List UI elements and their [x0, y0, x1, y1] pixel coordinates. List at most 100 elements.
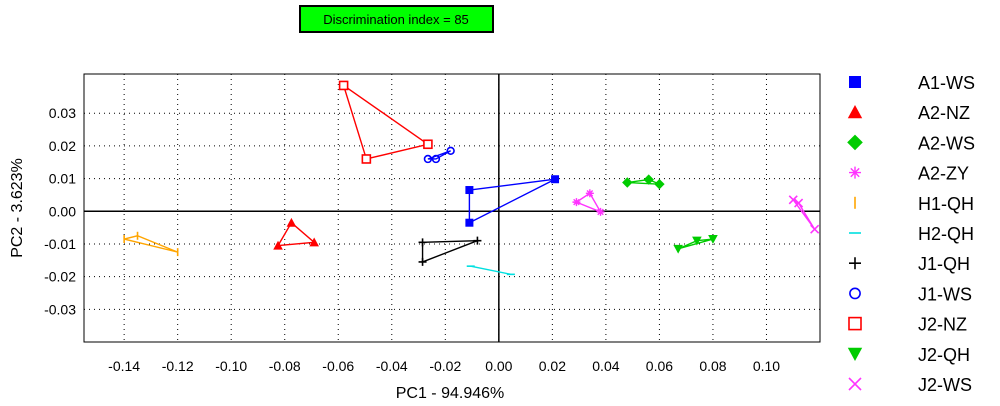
x-tick-labels: -0.14 -0.12 -0.10 -0.08 -0.06 -0.04 -0.02 0.00 0… — [108, 358, 780, 374]
legend: A1-WS A2-NZ A2-WS A2-ZY H1-QH H2-QH J1-QH J1-WS… — [847, 73, 975, 395]
series-j2-nz — [338, 80, 433, 164]
legend-label: H1-QH — [918, 194, 974, 214]
banner-background — [299, 5, 494, 33]
y-tick-label: 0.00 — [49, 203, 76, 219]
legend-marker — [849, 257, 861, 270]
legend-label: J2-WS — [918, 375, 972, 395]
data-point — [788, 195, 798, 205]
legend-item-h1-qh: H1-QH — [854, 194, 974, 214]
data-point — [692, 236, 702, 246]
data-point — [708, 235, 718, 244]
legend-marker — [849, 76, 861, 88]
x-tick-label: 0.10 — [753, 358, 780, 374]
y-tick-label: -0.03 — [44, 301, 76, 317]
series-a1-ws — [465, 175, 560, 227]
plot-area-frame — [83, 73, 821, 343]
data-point — [551, 175, 560, 184]
data-point — [273, 240, 283, 250]
data-point — [794, 198, 804, 208]
legend-marker — [849, 166, 861, 179]
series-j1-qh — [418, 236, 482, 266]
series-hull — [421, 239, 478, 263]
data-point — [286, 217, 297, 227]
series-a2-ws — [622, 174, 665, 190]
x-tick-label: -0.02 — [429, 358, 461, 374]
x-tick-label: -0.06 — [322, 358, 354, 374]
y-tick-label: 0.03 — [49, 105, 76, 121]
series-hull — [470, 265, 512, 276]
legend-item-a2-zy: A2-ZY — [849, 164, 969, 184]
data-point — [361, 154, 372, 164]
x-tick-label: 0.08 — [699, 358, 726, 374]
x-tick-label: -0.14 — [108, 358, 140, 374]
data-point — [585, 189, 594, 198]
series-a2-nz — [273, 217, 319, 250]
legend-label: J1-WS — [918, 284, 972, 304]
x-tick-label: 0.02 — [539, 358, 566, 374]
data-point — [418, 257, 427, 266]
legend-item-a2-nz: A2-NZ — [847, 103, 970, 123]
series-j2-qh — [673, 235, 718, 254]
y-tick-labels: 0.03 0.02 0.01 0.00 -0.01 -0.02 -0.03 — [44, 105, 76, 317]
x-axis-title: PC1 - 94.946% — [396, 385, 505, 402]
x-tick-label: -0.04 — [376, 358, 408, 374]
legend-item-a2-ws: A2-WS — [847, 133, 975, 153]
legend-marker — [847, 347, 863, 361]
legend-marker — [848, 377, 862, 391]
series-h1-qh — [123, 231, 179, 257]
data-point — [423, 154, 433, 164]
y-tick-label: -0.01 — [44, 236, 76, 252]
y-tick-label: 0.01 — [49, 171, 76, 187]
legend-marker — [847, 105, 863, 119]
series-hull — [123, 235, 178, 253]
data-point — [654, 178, 665, 190]
data-point — [572, 198, 581, 207]
series-hull — [627, 178, 660, 185]
legend-label: J2-QH — [918, 345, 970, 365]
y-tick-label: 0.02 — [49, 138, 76, 154]
x-tick-label: -0.10 — [215, 358, 247, 374]
data-point — [673, 244, 683, 254]
x-tick-label: 0.06 — [646, 358, 673, 374]
series-hull — [468, 178, 556, 224]
series-a2-zy — [572, 189, 605, 216]
legend-item-h2-qh: H2-QH — [849, 224, 974, 244]
y-axis-title: PC2 - 3.623% — [9, 158, 26, 258]
legend-label: J2-NZ — [918, 315, 967, 335]
legend-label: A2-NZ — [918, 103, 970, 123]
x-tick-label: 0.00 — [485, 358, 512, 374]
x-tick-label: -0.08 — [269, 358, 301, 374]
legend-label: A1-WS — [918, 73, 975, 93]
data-point — [465, 218, 474, 227]
data-point — [810, 224, 820, 234]
legend-label: J1-QH — [918, 254, 970, 274]
banner-text: Discrimination index = 85 — [323, 12, 469, 27]
series-j1-ws — [423, 146, 455, 164]
data-point — [446, 146, 455, 156]
legend-item-j1-ws: J1-WS — [849, 284, 972, 304]
data-point — [338, 80, 349, 91]
series-hull — [677, 238, 714, 250]
legend-marker — [847, 134, 863, 151]
legend-item-j1-qh: J1-QH — [849, 254, 970, 274]
legend-item-j2-qh: J2-QH — [847, 345, 970, 365]
data-point — [473, 236, 482, 245]
series-h2-qh — [466, 265, 515, 276]
data-point — [431, 154, 441, 164]
data-point — [643, 174, 654, 185]
data-series — [123, 80, 820, 276]
x-tick-label: 0.04 — [592, 358, 619, 374]
series-hull — [276, 221, 316, 247]
data-point — [596, 207, 605, 216]
data-point — [418, 238, 427, 247]
legend-marker — [849, 287, 861, 300]
legend-label: H2-QH — [918, 224, 974, 244]
series-hull — [574, 192, 603, 214]
legend-label: A2-WS — [918, 133, 975, 153]
y-tick-label: -0.02 — [44, 269, 76, 285]
data-point — [622, 177, 633, 188]
data-point — [309, 237, 319, 247]
data-point — [423, 139, 433, 150]
series-hull — [342, 83, 430, 160]
